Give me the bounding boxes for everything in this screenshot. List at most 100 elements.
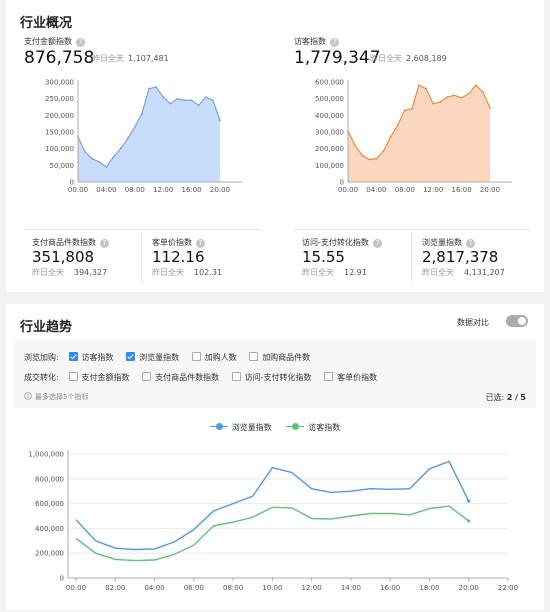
toggle-knob <box>518 317 526 325</box>
help-icon[interactable]: ? <box>330 38 339 47</box>
x-tick-label: 14:00 <box>341 584 361 592</box>
pay-amount-label: 支付金额指数? <box>24 36 85 47</box>
unit-price-label: 客单价指数? <box>152 237 205 248</box>
x-tick-label: 08:00 <box>395 186 415 194</box>
y-tick-label: 100,000 <box>315 162 344 170</box>
data-point <box>411 107 413 110</box>
series-line <box>75 460 470 551</box>
area-fill <box>78 87 220 182</box>
option-visitors[interactable]: 访客指数 <box>68 352 114 363</box>
data-point <box>162 96 165 98</box>
x-tick-label: 16:00 <box>452 186 472 194</box>
metric-filter-panel: 浏览加购: 访客指数 浏览量指数 加购人数 加购商品件数 成交转化: 支付金额指… <box>14 340 536 408</box>
x-tick-label: 00:00 <box>68 186 88 194</box>
x-tick-label: 18:00 <box>419 584 439 592</box>
legend-item[interactable]: 浏览量指数 <box>209 422 272 433</box>
data-point <box>467 499 471 503</box>
divider <box>294 229 530 230</box>
y-tick-label: 0 <box>340 179 344 187</box>
data-point <box>204 96 207 98</box>
data-point <box>453 94 456 97</box>
data-point <box>382 150 385 153</box>
y-tick-label: 600,000 <box>35 500 64 508</box>
data-point <box>446 96 449 98</box>
pay-amount-chart: 0 50,000 100,000 150,000 200,000 250,000 300,0… <box>45 79 242 194</box>
overview-card: 行业概况 支付金额指数? 876,758 昨日全天 1,107,481 访客指数?… <box>6 0 544 292</box>
data-point <box>368 158 371 161</box>
x-tick-label: 16:00 <box>182 186 202 194</box>
option-conversion[interactable]: 访问-支付转化指数 <box>231 372 312 383</box>
data-point <box>126 137 129 140</box>
checkbox[interactable] <box>324 372 334 381</box>
divider <box>24 229 260 230</box>
x-tick-label: 12:00 <box>302 584 322 592</box>
conversion-label: 访问-支付转化指数? <box>302 237 382 248</box>
data-point <box>183 99 186 102</box>
help-icon[interactable]: ? <box>196 239 205 248</box>
help-icon[interactable]: ? <box>466 239 475 248</box>
checkbox[interactable] <box>249 352 259 361</box>
help-icon[interactable]: ? <box>100 239 109 248</box>
option-cart-items[interactable]: 加购商品件数 <box>249 352 310 363</box>
legend-item[interactable]: 访客指数 <box>286 422 340 433</box>
checkbox[interactable] <box>142 372 152 381</box>
data-point <box>467 92 470 95</box>
y-tick-label: 100,000 <box>45 145 74 153</box>
x-tick-label: 12:00 <box>153 186 173 194</box>
data-point <box>190 99 193 102</box>
data-point <box>176 97 179 100</box>
pay-items-label: 支付商品件数指数? <box>32 237 109 248</box>
data-point <box>403 109 406 112</box>
divider <box>141 232 142 282</box>
data-point <box>489 106 491 109</box>
y-tick-label: 50,000 <box>50 162 75 170</box>
pay-items-value: 351,808 <box>32 248 95 266</box>
y-tick-label: 400,000 <box>315 112 344 120</box>
selected-count: 已选: 2 / 5 <box>485 393 526 402</box>
option-pay-items[interactable]: 支付商品件数指数 <box>142 372 219 383</box>
data-point <box>105 166 108 168</box>
trend-line-chart: 0 200,000 400,000 600,000 800,000 1,000,000 00… <box>28 450 518 592</box>
divider <box>411 232 412 282</box>
visitors-chart: 0 100,000 200,000 300,000 400,000 500,000 600,… <box>315 79 512 194</box>
compare-toggle[interactable] <box>506 315 528 327</box>
checkbox[interactable] <box>68 352 78 361</box>
data-point <box>482 91 484 93</box>
option-pageviews[interactable]: 浏览量指数 <box>126 352 179 363</box>
y-tick-label: 200,000 <box>315 145 344 153</box>
option-pay-amount[interactable]: 支付金额指数 <box>68 372 130 383</box>
data-point <box>460 96 463 99</box>
checkbox[interactable] <box>191 352 201 361</box>
trend-card: 行业趋势 数据对比 浏览加购: 访客指数 浏览量指数 加购人数 加购商品件数 成… <box>6 304 544 610</box>
chart-legend: 浏览量指数 访客指数 <box>6 422 544 433</box>
checkbox[interactable] <box>126 352 136 361</box>
x-tick-label: 08:00 <box>125 186 145 194</box>
y-tick-label: 0 <box>60 575 64 583</box>
checkbox[interactable] <box>231 372 241 381</box>
x-tick-label: 04:00 <box>96 186 116 194</box>
y-tick-label: 400,000 <box>35 525 64 533</box>
browse-row-label: 浏览加购: <box>24 353 59 362</box>
checkbox[interactable] <box>68 372 78 381</box>
deal-row-label: 成交转化: <box>24 373 59 382</box>
x-tick-label: 04:00 <box>144 584 164 592</box>
x-tick-label: 22:00 <box>498 584 518 592</box>
data-point <box>474 84 477 87</box>
unit-price-value: 112.16 <box>152 248 205 266</box>
option-unit-price[interactable]: 客单价指数 <box>324 372 377 383</box>
y-tick-label: 500,000 <box>315 95 344 103</box>
help-icon[interactable]: ? <box>372 239 382 248</box>
data-point <box>361 154 364 157</box>
data-point <box>396 124 399 127</box>
x-tick-label: 20:00 <box>210 186 230 194</box>
option-cart-users[interactable]: 加购人数 <box>191 352 237 363</box>
area-fill <box>348 85 490 182</box>
pay-items-ref: 昨日全天 394,327 <box>32 268 108 277</box>
help-icon[interactable]: ? <box>76 38 85 47</box>
pageviews-value: 2,817,378 <box>422 248 499 266</box>
y-tick-label: 300,000 <box>315 129 344 137</box>
x-tick-label: 00:00 <box>338 186 358 194</box>
x-tick-label: 10:00 <box>262 584 282 592</box>
y-tick-label: 0 <box>70 179 74 187</box>
pageviews-label: 浏览量指数? <box>422 237 475 248</box>
